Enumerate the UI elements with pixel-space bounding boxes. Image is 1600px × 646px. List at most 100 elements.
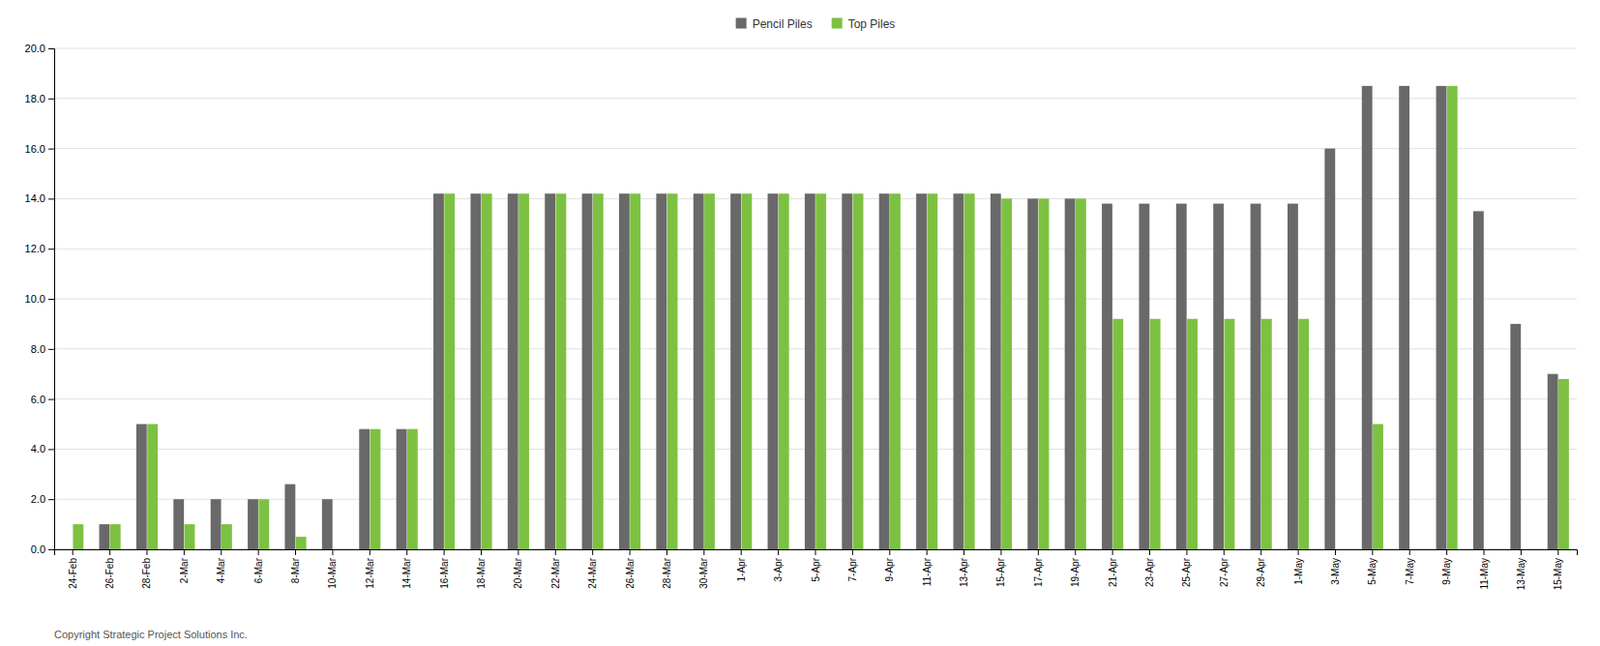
x-tick: 5-Apr: [810, 549, 822, 582]
x-tick-label: 23-Apr: [1144, 557, 1156, 588]
bar: [147, 424, 158, 551]
x-tick-mark: [480, 549, 482, 556]
x-tick: 7-May: [1404, 549, 1416, 586]
bar: [841, 193, 853, 550]
grid-line: [54, 48, 1577, 50]
x-tick: 24-Mar: [587, 549, 598, 590]
x-tick-mark: [1074, 549, 1076, 556]
annotation: Copyright Strategic Project Solutions In…: [54, 628, 248, 641]
x-tick-label: 5-Apr: [810, 557, 822, 582]
bar: [1250, 204, 1262, 550]
y-tick: 0.0: [30, 543, 55, 556]
bar: [926, 193, 938, 550]
x-tick-label: 6-Mar: [253, 557, 265, 584]
bar: [407, 429, 418, 550]
bar: [72, 524, 84, 550]
x-tick: 11-Apr: [921, 549, 933, 587]
x-tick-mark: [963, 549, 965, 556]
bar: [667, 193, 679, 550]
grid-line: [54, 148, 1577, 149]
x-tick-mark: [888, 549, 890, 556]
x-tick-mark: [703, 549, 705, 556]
bar: [1447, 86, 1458, 550]
bar: [815, 193, 827, 550]
bar: [582, 193, 593, 550]
bar: [247, 499, 259, 550]
x-tick-mark: [1409, 549, 1411, 556]
bar: [136, 424, 148, 551]
y-tick-mark: [48, 448, 55, 450]
y-tick: 4.0: [30, 443, 55, 455]
x-tick-mark: [1557, 549, 1559, 556]
x-tick-label: 1-Apr: [736, 557, 747, 582]
x-tick: 15-Apr: [995, 549, 1007, 588]
bar: [952, 193, 964, 550]
grid: [54, 48, 1577, 550]
grid-line: [54, 499, 1577, 501]
bar: [1287, 204, 1299, 550]
y-tick-label: 20.0: [25, 42, 46, 55]
x-tick-label: 5-May: [1366, 558, 1378, 586]
x-tick: 26-Mar: [624, 549, 636, 590]
bar: [853, 193, 864, 550]
y-tick: 2.0: [30, 493, 55, 505]
y-tick: 8.0: [30, 343, 55, 356]
grid-line: [54, 198, 1577, 200]
x-tick: 16-Mar: [439, 549, 450, 590]
bar: [173, 499, 184, 550]
bar: [396, 429, 408, 550]
y-tick: 18.0: [25, 92, 55, 105]
bar: [1150, 319, 1161, 550]
bar-series: [72, 86, 1569, 550]
bar: [1436, 86, 1448, 550]
bar: [544, 193, 556, 550]
x-tick-label: 18-Mar: [475, 557, 487, 589]
bar: [804, 193, 816, 550]
bar: [1027, 198, 1038, 550]
y-tick-label: 0.0: [30, 543, 46, 556]
bar: [1186, 319, 1198, 550]
x-tick-mark: [146, 549, 148, 556]
bar: [889, 193, 901, 550]
x-tick-label: 28-Feb: [141, 558, 152, 590]
x-tick-label: 24-Mar: [587, 557, 598, 589]
x-tick-label: 1-May: [1293, 558, 1304, 586]
bar: [964, 193, 976, 550]
y-tick-mark: [48, 148, 55, 150]
x-tick: 5-May: [1366, 549, 1378, 586]
x-tick: 28-Mar: [661, 549, 673, 590]
x-tick: 10-Mar: [326, 549, 338, 590]
grid-line: [54, 348, 1577, 350]
x-tick: 28-Feb: [141, 549, 152, 590]
grid-line: [54, 298, 1577, 300]
y-tick-label: 16.0: [25, 143, 46, 155]
x-axis: 24-Feb26-Feb28-Feb2-Mar4-Mar6-Mar8-Mar10…: [55, 549, 1578, 591]
bar: [916, 193, 927, 550]
x-tick: 11-May: [1479, 549, 1490, 591]
y-tick: 12.0: [25, 242, 55, 255]
bar: [1547, 374, 1559, 550]
bar-series: [99, 86, 1559, 550]
x-tick-mark: [592, 549, 593, 556]
x-tick-label: 2-Mar: [178, 557, 190, 584]
x-tick-mark: [926, 549, 928, 556]
x-tick-label: 25-Apr: [1181, 557, 1192, 588]
x-tick-label: 15-Apr: [995, 557, 1007, 588]
bar: [555, 193, 566, 550]
x-tick-label: 3-Apr: [772, 557, 784, 582]
bar: [1558, 379, 1570, 550]
x-tick-label: 22-Mar: [550, 557, 562, 589]
x-tick-mark: [295, 549, 297, 556]
x-tick-mark: [815, 549, 817, 556]
y-tick-label: 4.0: [30, 443, 46, 455]
x-tick: 27-Apr: [1218, 549, 1230, 588]
y-tick-mark: [48, 349, 55, 351]
x-tick-mark: [1260, 549, 1262, 556]
y-tick: 14.0: [25, 192, 55, 205]
bar: [296, 536, 307, 550]
bar: [768, 193, 779, 550]
bar: [1213, 204, 1224, 550]
x-tick-label: 19-Apr: [1069, 557, 1081, 588]
y-tick: 20.0: [25, 42, 55, 55]
legend: Pencil PilesTop Piles: [736, 17, 896, 31]
